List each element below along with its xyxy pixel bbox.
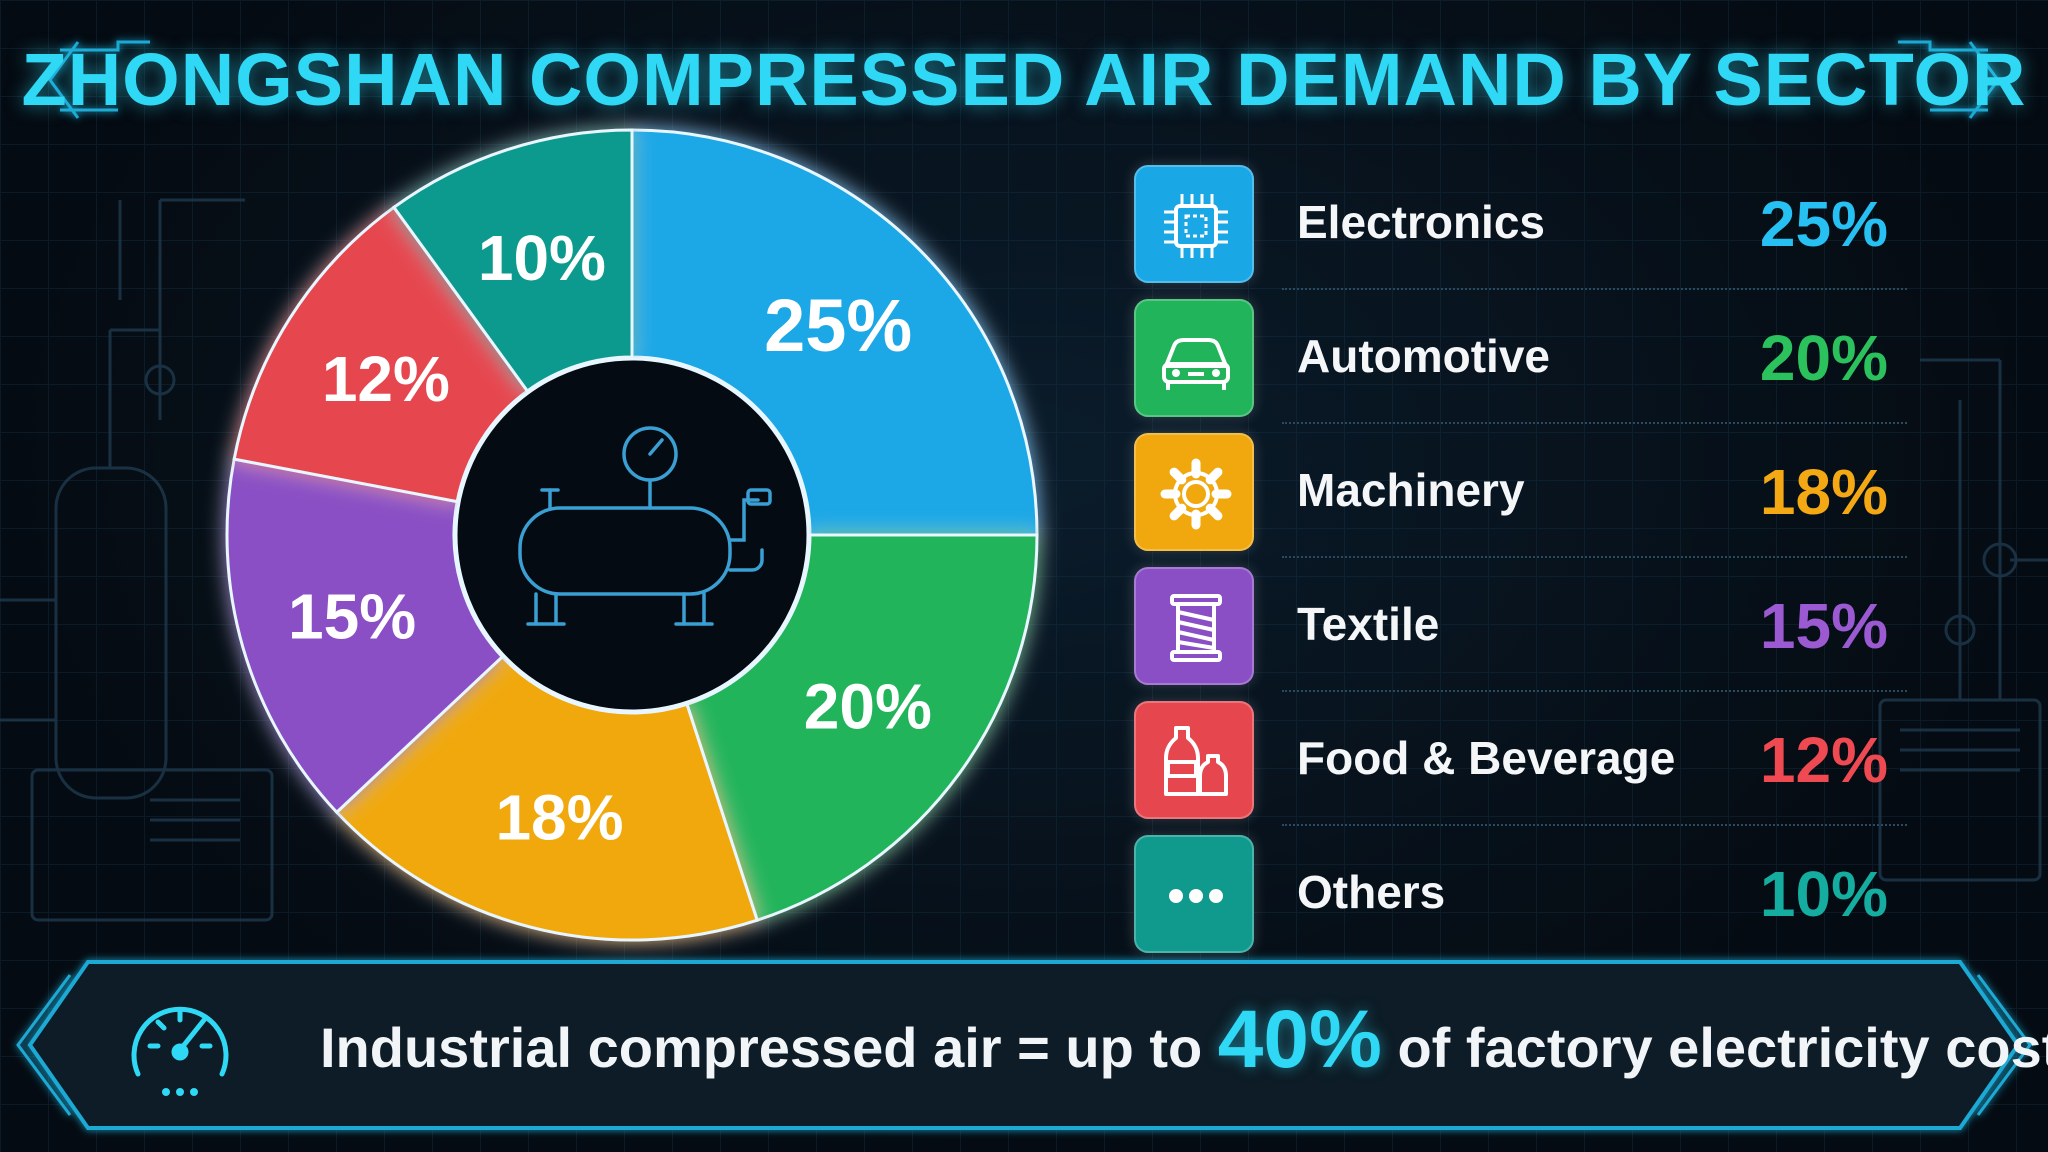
legend-icon-box — [1134, 165, 1254, 283]
thread-spool-icon — [1170, 594, 1222, 662]
legend-label: Machinery — [1297, 464, 1525, 516]
footer-highlight-value: 40% — [1217, 994, 1382, 1085]
legend-value: 20% — [1759, 322, 1888, 394]
slice-label-textile: 15% — [288, 580, 416, 652]
legend-icon-box — [1134, 299, 1254, 417]
legend-label: Food & Beverage — [1297, 732, 1676, 784]
footer-text-after: of factory electricity cost. — [1381, 1016, 2048, 1079]
legend-label: Electronics — [1297, 196, 1545, 248]
chip-icon — [1164, 194, 1228, 258]
legend-divider — [1282, 824, 1907, 826]
pie-slice-automotive — [685, 533, 1039, 923]
pie-slice-others — [391, 128, 634, 394]
footer-frame — [16, 960, 2032, 1130]
chart-title: ZHONGSHAN COMPRESSED AIR DEMAND BY SECTO… — [21, 38, 2027, 121]
slice-label-machinery: 18% — [495, 781, 623, 853]
legend-icon-box — [1134, 835, 1254, 953]
footer-callout: Industrial compressed air = up to 40% of… — [28, 962, 2048, 1128]
legend-item-others: Others 10% — [1132, 835, 1892, 969]
more-dots-icon — [1169, 889, 1223, 903]
legend-value: 10% — [1759, 858, 1888, 930]
machinery-outline-left — [0, 198, 274, 922]
legend-icon-box — [1134, 433, 1254, 551]
legend-value: 25% — [1759, 188, 1888, 260]
pie-slice-electronics — [630, 128, 1039, 537]
bottles-icon — [1164, 726, 1228, 796]
slice-label-others: 10% — [478, 222, 606, 294]
pie-slice-textile — [225, 457, 505, 815]
title-frame — [48, 40, 2000, 119]
legend-item-food-and-beverage: Food & Beverage 12% — [1132, 701, 1907, 835]
legend-label: Others — [1297, 866, 1446, 918]
legend-divider — [1282, 556, 1907, 558]
legend-label: Automotive — [1297, 330, 1550, 382]
gear-icon — [1160, 458, 1232, 530]
footer-text: Industrial compressed air = up to 40% of… — [320, 990, 2048, 1098]
pie-slice-machinery — [334, 654, 760, 942]
car-icon — [1162, 338, 1230, 390]
legend-item-textile: Textile 15% — [1132, 567, 1907, 701]
legend-divider — [1282, 690, 1907, 692]
legend-value: 15% — [1759, 590, 1888, 662]
legend-divider — [1282, 422, 1907, 424]
donut-hole — [454, 357, 810, 713]
slice-label-electronics: 25% — [764, 284, 912, 367]
slice-label-automotive: 20% — [804, 670, 932, 742]
slice-label-food-and-beverage: 12% — [322, 343, 450, 415]
legend: Electronics 25% Automotive 20% Machinery 18% T… — [1132, 165, 1907, 969]
legend-icon-box — [1134, 701, 1254, 819]
legend-item-automotive: Automotive 20% — [1132, 299, 1907, 433]
legend-value: 12% — [1759, 724, 1888, 796]
legend-label: Textile — [1297, 598, 1440, 650]
legend-value: 18% — [1759, 456, 1888, 528]
legend-item-machinery: Machinery 18% — [1132, 433, 1907, 567]
legend-icon-box — [1134, 567, 1254, 685]
legend-divider — [1282, 288, 1907, 290]
pie-slice-food-and-beverage — [232, 205, 530, 504]
machinery-outline-right — [1878, 358, 2048, 882]
legend-item-electronics: Electronics 25% — [1132, 165, 1907, 299]
air-compressor-icon — [518, 426, 772, 626]
gauge-icon — [131, 1006, 229, 1096]
footer-text-before: Industrial compressed air = up to — [320, 1016, 1218, 1079]
